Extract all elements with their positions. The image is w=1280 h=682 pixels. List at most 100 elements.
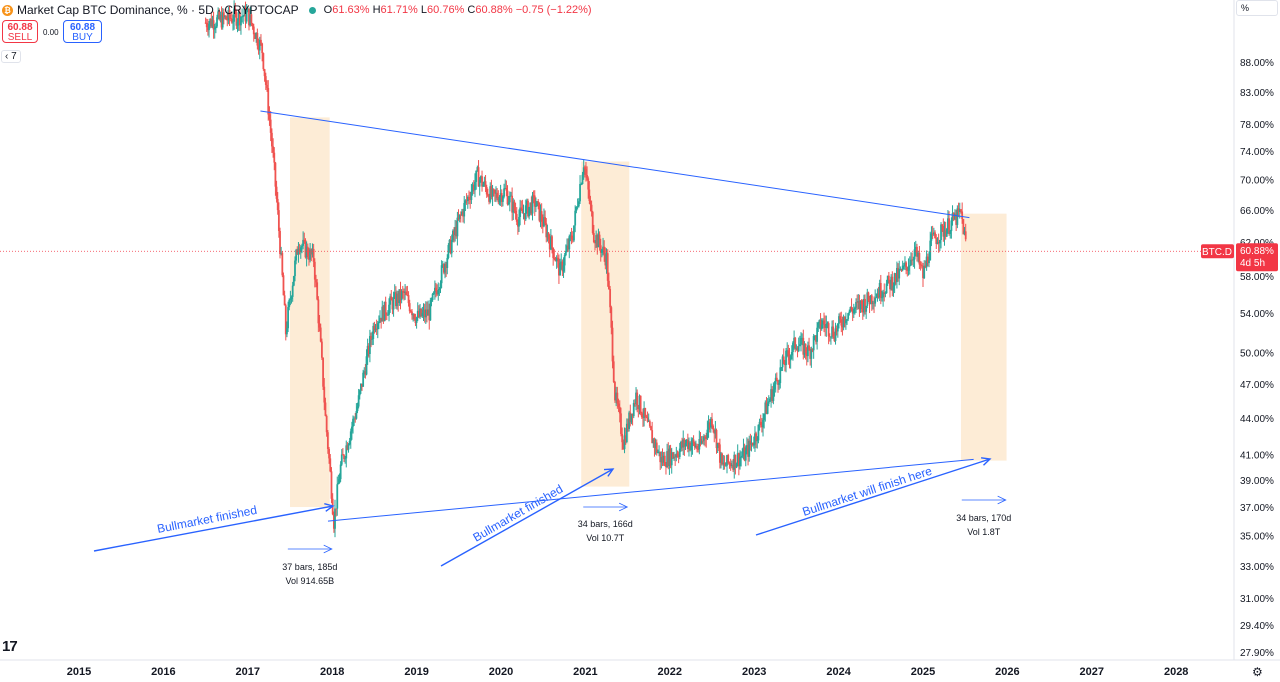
scale-percent-button[interactable]: % [1236,0,1278,16]
y-tick-label-11: 44.00% [1240,414,1274,425]
candle-body [546,232,549,238]
range-label-2: 34 bars, 166d [578,519,633,529]
candle-body [204,22,207,24]
candle-body [450,240,453,254]
candle-body [275,186,278,199]
candle-body [612,361,615,382]
candle-body [427,309,430,316]
candle-body [218,11,221,20]
candle-body [210,18,213,27]
candle-body [908,265,911,267]
range-arrow-3-head [997,495,1007,505]
candle-body [647,421,650,423]
annotation-arrow-2-head [603,468,615,477]
candle-body [249,14,252,26]
candle-body [775,377,778,381]
low-value: 60.76% [427,4,465,16]
candle-body [548,239,551,250]
candle-body [605,253,608,266]
symbol-label: BTC.D [1202,247,1232,258]
candle-body [404,291,406,294]
candle-body [250,14,253,24]
candle-body [225,16,228,20]
candle-body [587,178,590,190]
candle-body [240,17,242,26]
candle-body [392,296,395,310]
buy-button[interactable]: 60.88 BUY [63,20,102,43]
candle-body [437,290,440,295]
candle-body [388,304,390,315]
y-tick-label-17: 31.00% [1240,594,1274,605]
candle-body [879,283,882,298]
candle-body [618,406,621,414]
annotation-arrow-3 [755,458,991,536]
candle-body [396,293,398,307]
tradingview-logo[interactable]: 17 [2,638,18,655]
candle-body [955,213,958,225]
candle-body [505,188,508,191]
candle-body [491,189,494,197]
candle-body [646,417,649,422]
candle-body [442,264,445,273]
annotation-text-2: Bullmarket finished [471,482,566,545]
y-tick-label-12: 41.00% [1240,450,1274,461]
candle-body [346,445,349,450]
candle-body [391,300,394,310]
market-status-icon [308,6,316,14]
candle-body [349,431,352,442]
candle-body [492,189,495,191]
candle-body [484,181,487,187]
candle-body [660,457,663,463]
candle-body [296,249,299,255]
candle-body [830,336,832,338]
candle-body [398,289,401,303]
y-tick-label-10: 47.00% [1240,380,1274,391]
candle-body [815,335,817,342]
candle-body [459,214,462,216]
candle-body [838,316,840,324]
candle-body [577,201,580,207]
x-tick-label-3: 2018 [320,666,344,678]
candle-body [910,259,912,266]
candle-body [804,343,807,353]
candle-body [341,454,344,456]
candle-body [663,455,666,467]
candle-body [345,445,348,459]
sell-button[interactable]: 60.88 SELL [2,20,38,43]
candle-body [421,312,424,317]
candle-body [234,8,237,13]
candle-body [945,228,948,237]
candle-body [466,196,469,201]
candle-body [884,293,887,294]
candle-body [539,211,542,221]
candle-body [771,389,774,401]
y-tick-label-1: 83.00% [1240,88,1274,99]
candle-body [778,383,781,385]
candle-body [414,319,417,323]
candle-body [688,442,690,449]
collapse-indicators-button[interactable]: ‹ 7 [1,50,21,63]
chart-title[interactable]: Market Cap BTC Dominance, % · 5D · CRYPT… [17,3,299,17]
candle-body [659,451,662,463]
candle-body [826,323,829,324]
candle-body [281,252,284,276]
candle-body [661,457,664,463]
candle-body [733,454,736,470]
candle-body [555,257,558,262]
settings-icon[interactable]: ⚙ [1252,665,1263,679]
change-value: −0.75 (−1.22%) [515,4,592,16]
candle-body [290,296,293,300]
candle-body [596,235,599,248]
candle-body [440,265,443,284]
candle-body [439,283,442,289]
candle-body [682,439,685,448]
candle-body [310,249,313,255]
candle-body [282,275,285,296]
range-arrow-2-head [618,502,629,512]
candle-body [651,430,654,444]
candle-body [502,196,504,202]
candle-body [582,167,585,175]
candle-body [597,234,600,248]
annotation-arrow-1-head [324,502,335,512]
